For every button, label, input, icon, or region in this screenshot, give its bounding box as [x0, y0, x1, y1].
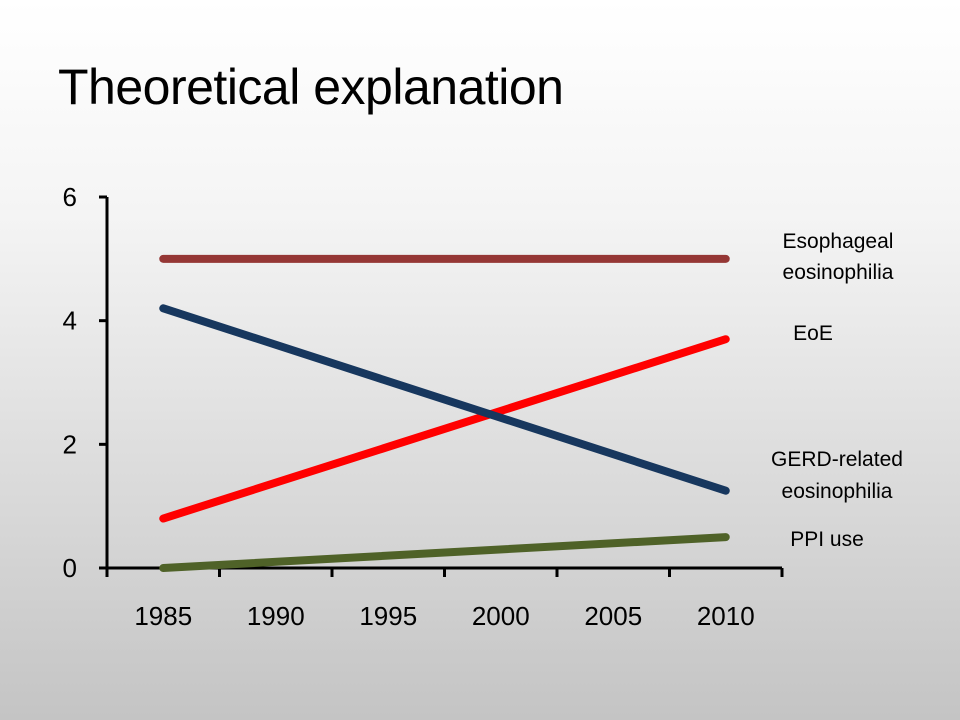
series-label-line: eosinophilia — [782, 480, 893, 503]
series-label-line: EoE — [793, 322, 833, 345]
series-label-line: GERD-related — [771, 448, 903, 471]
x-tick-label: 2010 — [697, 601, 755, 631]
series-label-3: PPI use — [790, 528, 864, 551]
series-label-0: Esophageal eosinophilia — [783, 230, 894, 284]
series-line-2 — [159, 304, 730, 495]
y-tick-label: 6 — [63, 182, 77, 212]
x-tick-label: 2000 — [472, 601, 530, 631]
series-label-line: Esophageal — [783, 230, 894, 253]
series-label-1: EoE — [793, 322, 833, 345]
x-tick-label: 1990 — [247, 601, 305, 631]
x-tick-label: 2005 — [584, 601, 642, 631]
chart-axes: 0 2 4 6 1985 1990 1995 2000 2005 2010 — [63, 182, 784, 631]
series-label-line: eosinophilia — [783, 261, 894, 284]
y-tick-label: 2 — [63, 429, 77, 459]
chart-series — [159, 254, 730, 572]
x-tick-label: 1995 — [359, 601, 417, 631]
y-tick-label: 4 — [63, 306, 77, 336]
x-tick-label: 1985 — [134, 601, 192, 631]
series-label-line: PPI use — [790, 528, 864, 551]
y-tick-label: 0 — [63, 553, 77, 583]
series-line-1 — [159, 335, 730, 523]
series-line-3 — [159, 533, 730, 572]
chart-series-labels: Esophageal eosinophilia EoE GERD-related eos… — [771, 230, 903, 551]
series-label-2: GERD-related eosinophilia — [771, 448, 903, 503]
slide-title: Theoretical explanation — [58, 59, 564, 115]
